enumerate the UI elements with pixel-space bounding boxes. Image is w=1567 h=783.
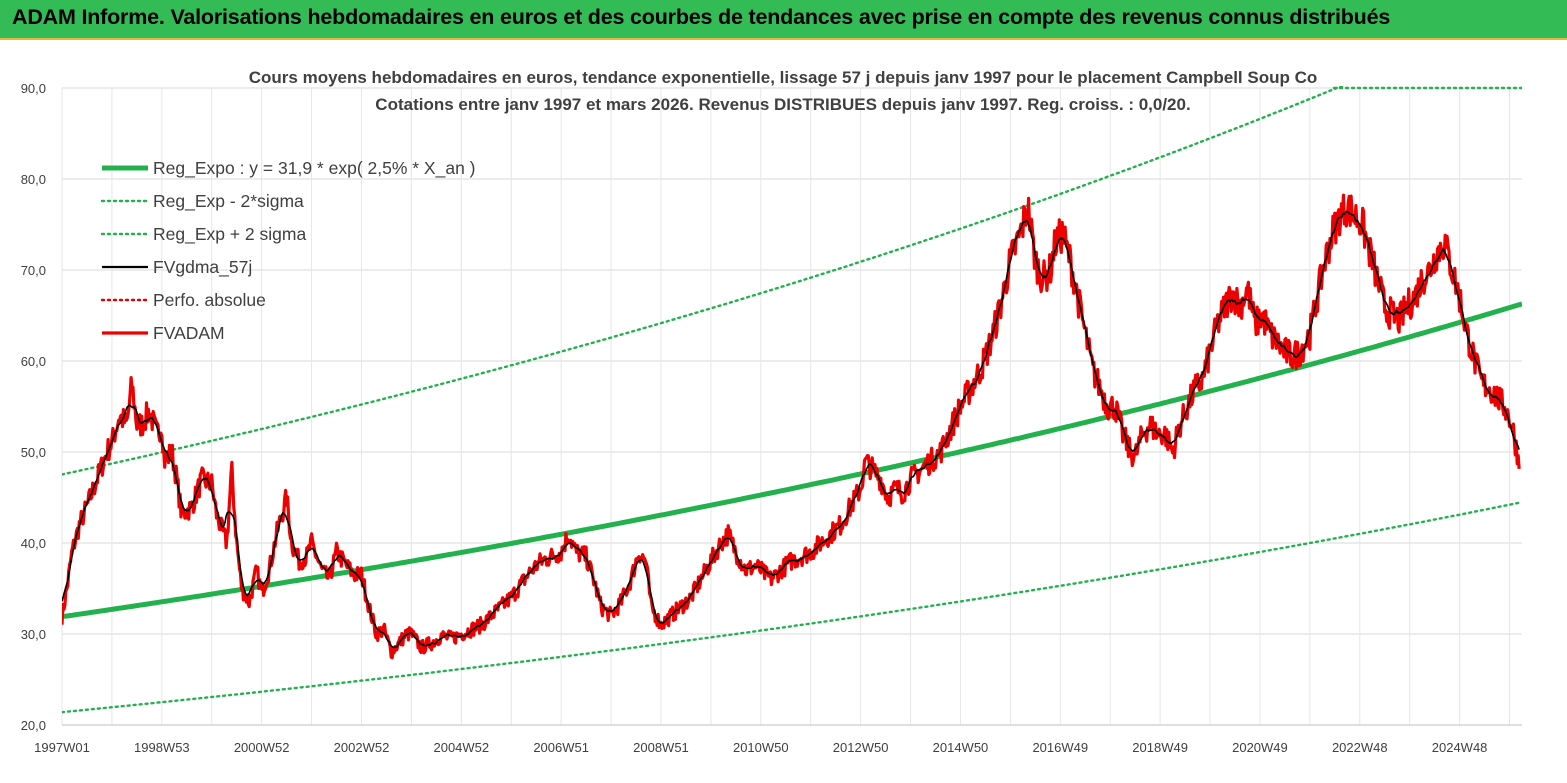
reg-plus-2sigma-line [62,86,1345,476]
y-tick-label: 80,0 [21,172,46,187]
fvgdma-57j-line [62,210,1520,649]
chart-subtitle: Cotations entre janv 1997 et mars 2026. … [375,95,1190,114]
legend: Reg_Expo : y = 31,9 * exp( 2,5% * X_an )… [100,158,476,343]
x-tick-label: 2012W50 [833,740,889,755]
legend-label: Reg_Expo : y = 31,9 * exp( 2,5% * X_an ) [153,158,476,179]
reg-expo-line [62,301,1522,620]
legend-label: FVADAM [153,323,225,343]
x-tick-label: 2000W52 [234,740,290,755]
legend-label: Perfo. absolue [153,290,266,310]
x-tick-label: 2022W48 [1332,740,1388,755]
x-tick-label: 2014W50 [933,740,989,755]
x-tick-label: 2006W51 [533,740,589,755]
x-tick-label: 2018W49 [1132,740,1188,755]
chart-grid [61,87,1522,726]
y-tick-label: 90,0 [21,81,46,96]
x-tick-label: 2024W48 [1432,740,1488,755]
y-tick-label: 30,0 [21,627,46,642]
x-tick-label: 1997W01 [34,740,90,755]
x-tick-label: 2016W49 [1032,740,1088,755]
x-axis: 1997W01 1998W53 2000W52 2002W52 2004W52 2006W… [34,724,1522,755]
report-title: ADAM Informe. Valorisations hebdomadaire… [12,5,1391,29]
y-axis: 20,0 30,0 40,0 50,0 60,0 70,0 80,0 90,0 [21,81,46,733]
legend-label: Reg_Exp - 2*sigma [153,191,304,212]
y-tick-label: 20,0 [21,718,46,733]
reg-minus-2sigma-line [62,501,1522,714]
fvadam-line [62,193,1521,660]
x-tick-label: 1998W53 [134,740,190,755]
legend-label: FVgdma_57j [153,257,252,278]
chart-area: 20,0 30,0 40,0 50,0 60,0 70,0 80,0 90,0 1997W01… [0,38,1567,783]
x-tick-label: 2002W52 [334,740,390,755]
y-tick-label: 70,0 [21,263,46,278]
legend-label: Reg_Exp + 2 sigma [153,224,306,245]
x-tick-label: 2008W51 [633,740,689,755]
x-tick-label: 2020W49 [1232,740,1288,755]
chart-title-block: Cours moyens hebdomadaires en euros, ten… [249,68,1318,114]
series-layer [62,86,1522,714]
y-tick-label: 50,0 [21,445,46,460]
title-banner: ADAM Informe. Valorisations hebdomadaire… [0,0,1567,38]
x-tick-label: 2010W50 [733,740,789,755]
chart-title: Cours moyens hebdomadaires en euros, ten… [249,68,1318,87]
y-tick-label: 40,0 [21,536,46,551]
chart-svg: 20,0 30,0 40,0 50,0 60,0 70,0 80,0 90,0 1997W01… [21,68,1522,755]
y-tick-label: 60,0 [21,354,46,369]
x-tick-label: 2004W52 [433,740,489,755]
